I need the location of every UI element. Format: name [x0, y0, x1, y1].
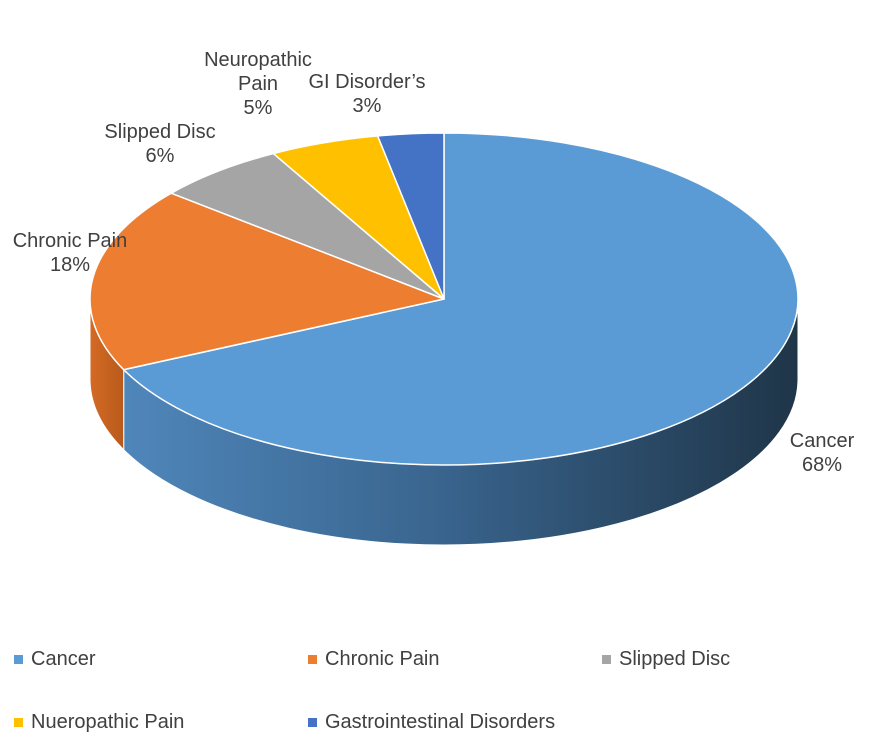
- data-label-value-slipped-disc: 6%: [146, 145, 175, 167]
- legend: Cancer Chronic Pain Slipped Disc Nueropa…: [0, 640, 887, 755]
- pie-slice-cancer: [122, 132, 799, 466]
- data-label-value-cancer: 68%: [802, 454, 842, 476]
- legend-swatch-chronic-pain: [308, 655, 317, 664]
- legend-swatch-neuropathic-pain: [14, 718, 23, 727]
- legend-label-gastrointestinal: Gastrointestinal Disorders: [325, 711, 556, 733]
- legend-item-neuropathic-pain: Nueropathic Pain: [14, 711, 184, 734]
- legend-swatch-gastrointestinal: [308, 718, 317, 727]
- data-label-name-cancer-0: Cancer: [790, 430, 855, 452]
- pie-slice-slipped-disc: [170, 152, 445, 300]
- pie-slices: [89, 132, 799, 466]
- legend-label-slipped-disc: Slipped Disc: [619, 648, 731, 670]
- data-label-name-chronic-pain-0: Chronic Pain: [13, 230, 128, 252]
- legend-item-cancer: Cancer: [14, 648, 95, 671]
- legend-label-neuropathic-pain: Nueropathic Pain: [31, 711, 185, 733]
- legend-label-chronic-pain: Chronic Pain: [325, 648, 440, 670]
- data-label-name-gi-disorder-s-0: GI Disorder’s: [308, 71, 425, 93]
- data-label-value-gi-disorder-s: 3%: [353, 95, 382, 117]
- legend-swatch-slipped-disc: [602, 655, 611, 664]
- data-label-name-slipped-disc-0: Slipped Disc: [104, 121, 215, 143]
- legend-item-chronic-pain: Chronic Pain: [308, 648, 440, 671]
- data-label-value-neuropathic-pain: 5%: [244, 97, 273, 119]
- data-label-value-chronic-pain: 18%: [50, 254, 90, 276]
- data-label-name-neuropathic-pain-1: Pain: [238, 73, 278, 95]
- legend-item-slipped-disc: Slipped Disc: [602, 648, 730, 671]
- pie-slice-chronic-pain: [89, 192, 445, 371]
- data-label-name-neuropathic-pain-0: Neuropathic: [204, 49, 312, 71]
- pie-slice-gi-disorder-s: [376, 132, 445, 300]
- legend-label-cancer: Cancer: [31, 648, 96, 670]
- legend-item-gastrointestinal: Gastrointestinal Disorders: [308, 711, 555, 734]
- legend-swatch-cancer: [14, 655, 23, 664]
